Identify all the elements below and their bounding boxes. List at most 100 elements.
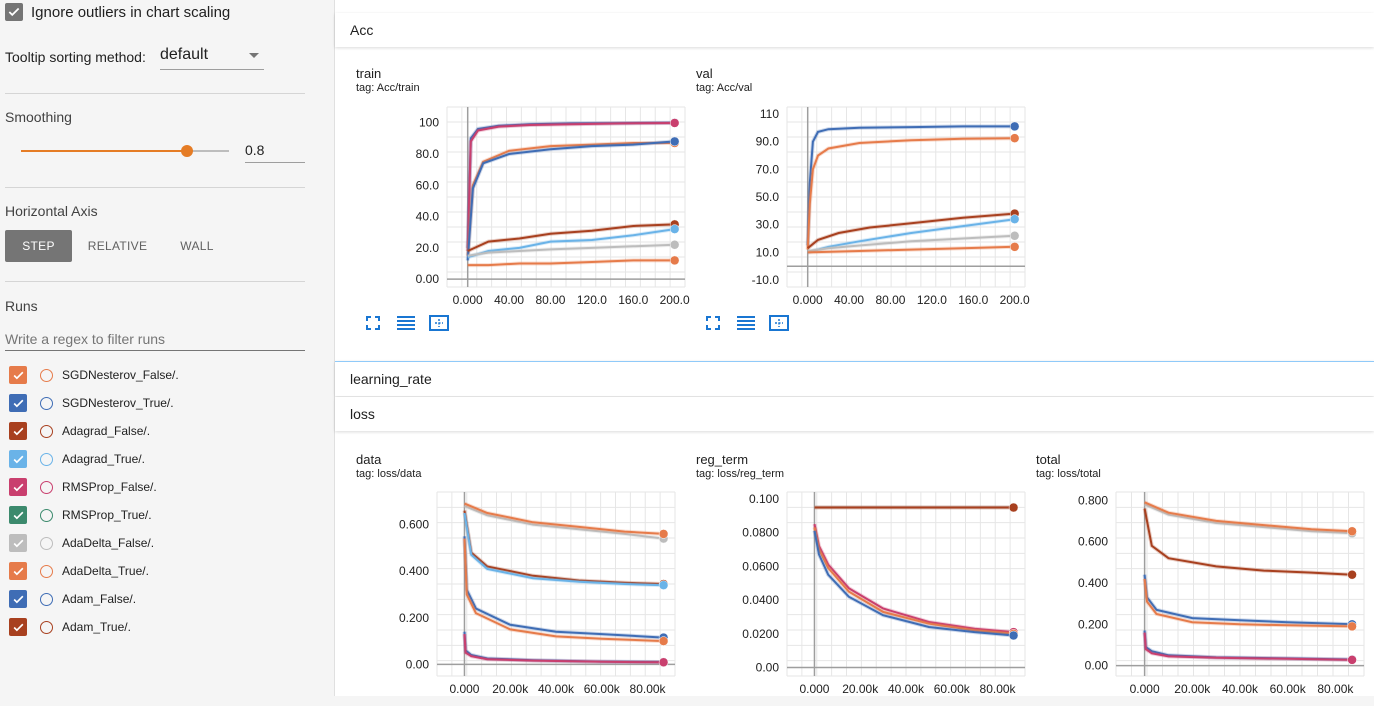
run-checkbox[interactable] [9,394,27,412]
run-item[interactable]: Adam_True/. [9,617,131,637]
y-tick-label: 0.400 [399,564,429,578]
smoothing-value: 0.8 [245,142,265,158]
axis-wall-button[interactable]: WALL [180,239,214,253]
y-tick-label: 0.0400 [742,593,779,607]
y-tick-label: 0.00 [416,272,440,286]
chart-title: val [696,66,713,81]
series-line [467,228,675,259]
run-checkbox[interactable] [9,562,27,580]
run-item[interactable]: RMSProp_True/. [9,505,152,525]
chart-loss-data[interactable]: 0.00 0.200 0.400 0.600 0.000 20.00k 40.00k 60.0… [367,491,685,706]
x-tick-label: 20.00k [1174,682,1211,696]
run-item[interactable]: SGDNesterov_False/. [9,365,179,385]
run-color-circle-icon[interactable] [40,536,53,550]
group-header-loss[interactable]: loss [335,397,1374,431]
y-tick-label: 0.400 [1078,576,1108,590]
run-checkbox[interactable] [9,478,27,496]
series-end-marker [1009,242,1020,252]
tooltip-sorting-dropdown[interactable]: default [160,44,264,70]
run-color-circle-icon[interactable] [40,620,53,634]
series-end-marker [669,118,680,128]
x-tick-label: 20.00k [492,682,529,696]
slider-knob[interactable] [181,145,193,157]
series-line [1143,578,1353,628]
checkmark-icon [13,595,23,603]
run-item[interactable]: AdaDelta_False/. [9,533,154,553]
axis-step-button[interactable]: STEP [5,230,72,262]
series-line [466,142,675,256]
series-end-marker [658,636,669,646]
x-tick-label: 160.0 [958,293,988,307]
run-item[interactable]: Adagrad_False/. [9,421,150,441]
log-scale-icon[interactable] [397,315,415,331]
fit-domain-icon[interactable] [769,315,789,331]
ignore-outliers-checkbox[interactable] [5,3,23,21]
series-end-marker [669,136,680,147]
run-color-circle-icon[interactable] [40,564,53,578]
chart-title: reg_term [696,452,749,467]
series-line [1143,508,1353,576]
y-tick-label: 50.0 [756,190,780,204]
y-tick-label: 70.0 [756,162,780,176]
log-scale-icon[interactable] [737,315,755,331]
run-checkbox[interactable] [9,506,27,524]
chart-loss-reg-term[interactable]: 0.00 0.0200 0.0400 0.0600 0.0800 0.100 0.000 20… [717,491,1035,706]
chart-acc-train[interactable]: 0.00 20.0 40.0 60.0 80.0 100 0.000 40.00 80.00 12… [377,106,695,317]
y-tick-label: 40.0 [416,210,440,224]
x-tick-label: 80.00 [535,293,565,307]
series-end-marker [1009,214,1020,224]
smoothing-slider[interactable] [21,142,229,160]
run-color-circle-icon[interactable] [40,480,53,494]
y-tick-label: 60.0 [416,178,440,192]
series-end-marker [1347,621,1357,632]
x-tick-label: 80.00k [1317,682,1354,696]
run-item[interactable]: Adagrad_True/. [9,449,145,469]
group-header-learning-rate[interactable]: learning_rate [335,361,1374,396]
run-checkbox[interactable] [9,450,27,468]
x-tick-label: 40.00 [834,293,864,307]
run-checkbox[interactable] [9,534,27,552]
run-color-circle-icon[interactable] [40,508,53,522]
series-line [463,512,664,587]
run-label: AdaDelta_True/. [62,564,149,578]
run-color-circle-icon[interactable] [40,592,53,606]
run-color-circle-icon[interactable] [40,396,53,410]
smoothing-value-field[interactable]: 0.8 [245,138,305,163]
x-tick-label: 0.000 [453,293,483,307]
fit-domain-icon[interactable] [429,315,449,331]
checkmark-icon [13,427,23,435]
run-checkbox[interactable] [9,590,27,608]
run-checkbox[interactable] [9,422,27,440]
run-item[interactable]: SGDNesterov_True/. [9,393,174,413]
tooltip-sorting-value: default [160,46,209,63]
series-line [806,137,1015,250]
y-tick-label: 0.00 [406,657,430,671]
run-label: Adagrad_False/. [62,424,151,438]
run-item[interactable]: RMSProp_False/. [9,477,157,497]
series-line [1144,501,1353,533]
axis-relative-button[interactable]: RELATIVE [87,239,148,253]
series-line [807,245,1015,254]
x-tick-label: 120.0 [917,293,947,307]
sidebar: Ignore outliers in chart scaling Tooltip… [0,0,335,696]
series-line [1143,632,1353,661]
run-item[interactable]: Adam_False/. [9,589,136,609]
ignore-outliers-label: Ignore outliers in chart scaling [31,4,231,21]
run-color-circle-icon[interactable] [40,452,53,466]
chart-acc-val[interactable]: -10.0 10.0 30.0 50.0 70.0 90.0 110 0.000 40.00 80… [717,106,1035,317]
run-checkbox[interactable] [9,366,27,384]
fullscreen-icon[interactable] [365,315,381,331]
y-tick-label: 0.0600 [742,559,779,573]
chart-loss-total[interactable]: 0.00 0.200 0.400 0.600 0.800 0.000 20.00k 40.00… [1046,491,1374,706]
y-tick-label: 0.100 [749,492,779,506]
run-checkbox[interactable] [9,618,27,636]
fullscreen-icon[interactable] [705,315,721,331]
group-header-acc[interactable]: Acc [335,13,1374,47]
y-tick-label: 0.00 [756,661,780,675]
run-filter-input[interactable] [5,328,305,351]
run-color-circle-icon[interactable] [40,424,53,438]
run-color-circle-icon[interactable] [40,368,53,382]
run-item[interactable]: AdaDelta_True/. [9,561,149,581]
x-tick-label: 60.00k [934,682,971,696]
series-end-marker [669,255,680,266]
